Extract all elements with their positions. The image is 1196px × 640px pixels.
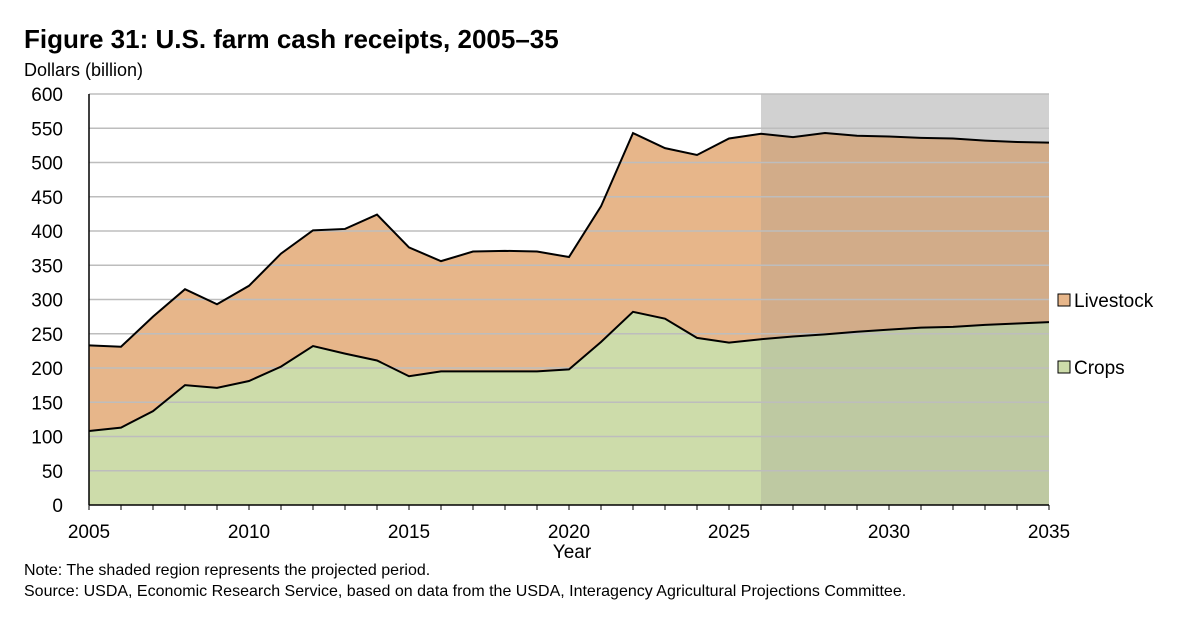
x-axis-label: Year (553, 542, 592, 563)
y-tick-label-600: 600 (31, 85, 63, 106)
y-axis-label: Dollars (billion) (24, 60, 144, 80)
chart-title: Figure 31: U.S. farm cash receipts, 2005… (24, 24, 559, 54)
chart-note: Note: The shaded region represents the p… (24, 562, 431, 579)
legend-swatch-crops (1057, 360, 1071, 374)
x-tick-label-2015: 2015 (388, 522, 430, 543)
x-tick-label-2005: 2005 (68, 522, 110, 543)
legend-swatch-livestock (1057, 293, 1071, 307)
y-tick-label-0: 0 (52, 496, 63, 517)
legend-label-livestock: Livestock (1074, 291, 1154, 312)
y-tick-label-100: 100 (31, 428, 63, 449)
crops-area (89, 311, 1049, 505)
y-tick-label-550: 550 (31, 119, 63, 140)
x-tick-label-2035: 2035 (1028, 522, 1070, 543)
livestock-line (88, 131, 1050, 348)
y-tick-label-50: 50 (42, 462, 63, 483)
legend-label-crops: Crops (1074, 358, 1125, 379)
chart-source: Source: USDA, Economic Research Service,… (24, 583, 907, 600)
y-tick-label-350: 350 (31, 256, 63, 277)
y-tick-label-250: 250 (31, 325, 63, 346)
y-tick-label-200: 200 (31, 359, 63, 380)
y-tick-label-400: 400 (31, 222, 63, 243)
y-tick-label-300: 300 (31, 291, 63, 312)
x-tick-label-2010: 2010 (228, 522, 270, 543)
x-tick-label-2025: 2025 (708, 522, 750, 543)
x-tick-label-2020: 2020 (548, 522, 590, 543)
y-tick-label-450: 450 (31, 188, 63, 209)
x-tick-label-2030: 2030 (868, 522, 910, 543)
y-tick-label-500: 500 (31, 154, 63, 175)
crops-line (88, 310, 1050, 433)
livestock-area (89, 133, 1049, 432)
y-tick-label-150: 150 (31, 393, 63, 414)
